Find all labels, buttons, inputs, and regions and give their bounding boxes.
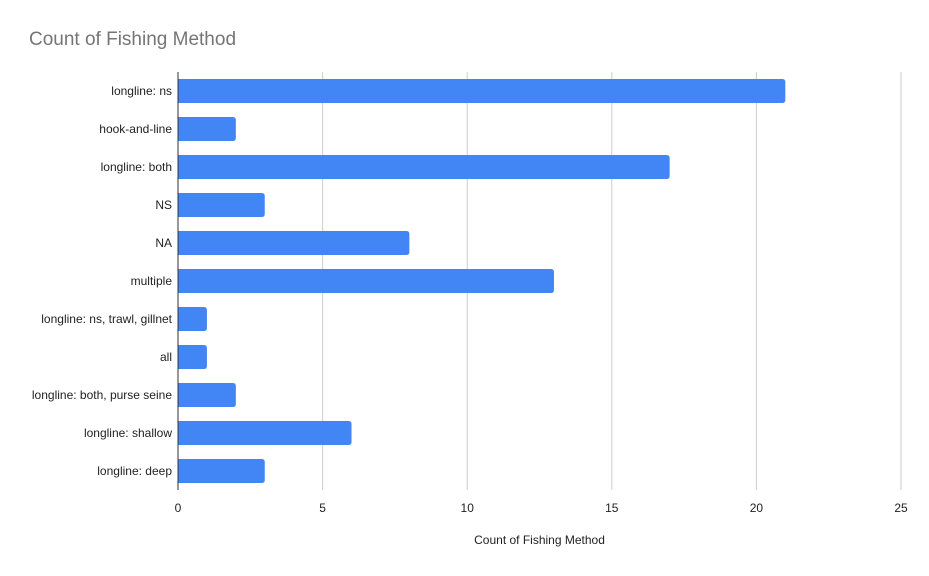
bar [178, 459, 265, 483]
bar [178, 269, 554, 293]
y-category-label: multiple [131, 274, 173, 288]
bar [178, 155, 670, 179]
bar [178, 345, 207, 369]
bar [178, 79, 786, 103]
y-category-label: longline: both [101, 160, 172, 174]
y-category-label: longline: ns, trawl, gillnet [41, 312, 172, 326]
bar [178, 231, 410, 255]
y-category-label: hook-and-line [99, 122, 172, 136]
bar [178, 421, 352, 445]
y-category-label: NS [155, 198, 172, 212]
y-category-label: longline: shallow [84, 426, 172, 440]
y-category-label: NA [155, 236, 172, 250]
x-tick-label: 10 [461, 501, 475, 515]
y-category-label: longline: deep [97, 464, 172, 478]
bar [178, 117, 236, 141]
bar [178, 307, 207, 331]
x-tick-label: 5 [319, 501, 326, 515]
y-category-label: all [160, 350, 172, 364]
x-tick-label: 0 [175, 501, 182, 515]
x-axis-title: Count of Fishing Method [474, 533, 605, 547]
y-category-label: longline: ns [111, 84, 172, 98]
x-tick-label: 20 [750, 501, 764, 515]
bar [178, 193, 265, 217]
chart-title: Count of Fishing Method [29, 29, 237, 50]
x-tick-label: 25 [894, 501, 908, 515]
bar [178, 383, 236, 407]
y-category-label: longline: both, purse seine [32, 388, 172, 402]
x-tick-label: 15 [605, 501, 619, 515]
